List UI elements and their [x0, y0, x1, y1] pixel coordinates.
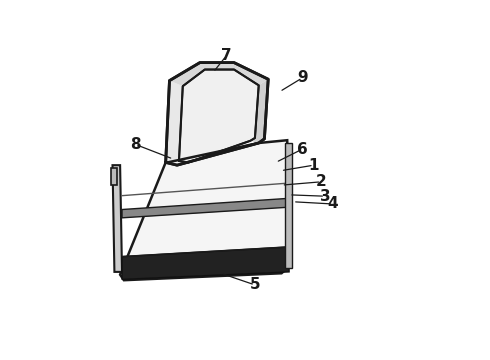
Polygon shape [120, 140, 291, 280]
Text: 2: 2 [316, 174, 327, 189]
Polygon shape [111, 168, 118, 185]
Polygon shape [122, 247, 289, 279]
Polygon shape [166, 81, 183, 162]
Text: 8: 8 [130, 137, 141, 152]
Text: 4: 4 [327, 197, 338, 211]
Text: 1: 1 [309, 158, 319, 173]
Text: 7: 7 [221, 48, 232, 63]
Polygon shape [285, 143, 292, 268]
Polygon shape [122, 198, 287, 218]
Polygon shape [113, 165, 122, 272]
Polygon shape [170, 63, 268, 86]
Text: 5: 5 [249, 278, 260, 292]
Text: 6: 6 [297, 141, 308, 157]
Text: 9: 9 [297, 70, 308, 85]
Polygon shape [250, 79, 268, 143]
Polygon shape [179, 69, 259, 162]
Text: 3: 3 [320, 189, 330, 204]
